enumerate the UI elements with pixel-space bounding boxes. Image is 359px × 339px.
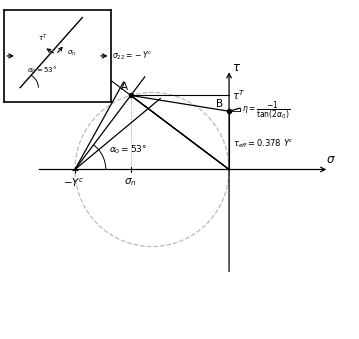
Text: A: A [121,82,128,92]
Text: $\sigma_n$: $\sigma_n$ [125,176,137,188]
Text: $\eta=\dfrac{-1}{\tan(2\alpha_0)}$: $\eta=\dfrac{-1}{\tan(2\alpha_0)}$ [242,99,290,121]
Text: $\tau_{eff}=0.378\ Y^c$: $\tau_{eff}=0.378\ Y^c$ [233,137,294,149]
Text: $\tau$: $\tau$ [232,61,241,74]
Text: B: B [216,99,223,109]
Text: $-Y^c$: $-Y^c$ [62,176,84,189]
Text: $\sigma_n$: $\sigma_n$ [67,48,76,58]
Text: $\sigma$: $\sigma$ [326,153,336,166]
Text: $\tau^T$: $\tau^T$ [232,88,246,102]
Text: $\sigma_{22}=-Y^c$: $\sigma_{22}=-Y^c$ [112,50,153,62]
Text: $\tau^T$: $\tau^T$ [38,33,48,44]
Text: $\alpha_0=53°$: $\alpha_0=53°$ [27,64,57,76]
Text: $\alpha_0=53°$: $\alpha_0=53°$ [109,144,147,156]
